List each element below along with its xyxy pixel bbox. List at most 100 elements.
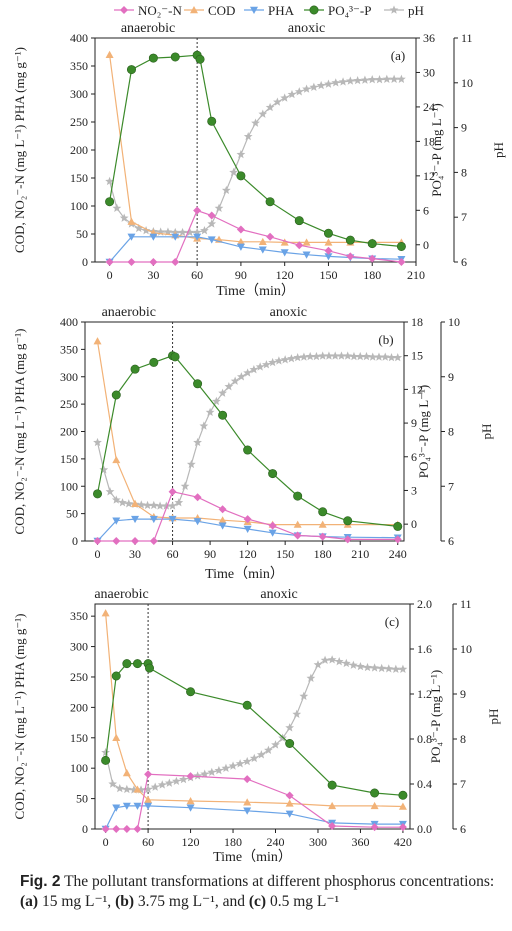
data-point-pha — [302, 251, 311, 259]
data-point-ph — [349, 351, 359, 361]
data-point-ph — [101, 747, 110, 757]
y-axis-ph-title: pH — [486, 709, 501, 725]
left-tick-label: 200 — [60, 425, 78, 439]
data-point-cod — [112, 455, 121, 464]
po4-tick-label: 9 — [411, 416, 417, 430]
data-point-ph — [280, 355, 290, 364]
series-line-ph — [109, 78, 402, 233]
data-point-ph — [249, 365, 259, 374]
data-point-ph — [293, 352, 303, 362]
data-point-ph — [265, 102, 275, 112]
data-point-pha — [122, 802, 131, 810]
po4-tick-label: 24 — [423, 100, 435, 114]
left-tick-label: 0 — [82, 822, 88, 836]
data-point-no2 — [293, 531, 302, 540]
left-tick-label: 50 — [76, 227, 88, 241]
y-axis-left-title: COD, NO₂⁻-N (mg L⁻¹) PHA (mg g⁻¹) — [12, 614, 27, 820]
ph-tick-label: 11 — [461, 31, 473, 45]
data-point-ph — [363, 662, 372, 672]
data-point-ph — [111, 495, 121, 504]
data-point-po4 — [370, 788, 380, 798]
data-point-pha — [193, 233, 202, 241]
data-point-ph — [309, 82, 319, 91]
data-point-ph — [264, 745, 273, 754]
panel-label: (a) — [391, 48, 405, 63]
plot-frame — [84, 321, 405, 542]
data-point-ph — [262, 360, 271, 369]
data-point-ph — [118, 498, 127, 507]
data-point-no2 — [112, 825, 121, 833]
data-point-po4 — [318, 507, 328, 517]
series-no2 — [93, 487, 402, 545]
left-tick-label: 100 — [60, 479, 78, 493]
data-point-no2 — [328, 821, 337, 830]
data-point-po4 — [105, 197, 115, 207]
legend-marker-pha — [250, 6, 258, 14]
data-point-cod — [101, 609, 110, 617]
data-point-no2 — [193, 206, 202, 215]
data-point-ph — [224, 382, 234, 391]
data-point-pha — [171, 233, 180, 241]
data-point-no2 — [101, 825, 110, 833]
data-point-no2 — [346, 252, 355, 261]
po4-tick-label: 1.2 — [417, 687, 432, 701]
data-point-ph — [258, 109, 268, 118]
data-point-po4 — [149, 357, 159, 367]
data-point-po4 — [207, 116, 217, 126]
data-point-cod — [127, 217, 136, 225]
po4-tick-label: 15 — [411, 349, 423, 363]
y-axis-po4-title: PO₄³⁻-P (mg L⁻¹) — [428, 670, 443, 763]
data-point-ph — [179, 774, 188, 784]
series-cod — [93, 337, 402, 528]
po4-tick-label: 1.6 — [417, 642, 432, 656]
data-point-po4 — [195, 54, 205, 64]
legend: NO₂⁻-N COD PHA PO₄³⁻-P pH — [114, 3, 424, 18]
left-tick-label: 400 — [70, 31, 88, 45]
x-axis-title: Time（min） — [205, 566, 284, 582]
data-point-ph — [174, 498, 184, 507]
data-point-ph — [93, 437, 102, 447]
data-point-ph — [237, 372, 246, 381]
data-point-pha — [186, 804, 195, 812]
left-tick-label: 250 — [60, 397, 78, 411]
data-point-ph — [242, 756, 252, 766]
data-point-ph — [180, 481, 190, 490]
data-point-ph — [136, 500, 146, 509]
data-point-ph — [398, 664, 408, 673]
series-line-pha — [109, 236, 402, 263]
data-point-ph — [161, 501, 171, 510]
x-tick-label: 180 — [314, 547, 332, 561]
data-point-no2 — [105, 258, 114, 266]
x-tick-label: 120 — [182, 835, 200, 849]
data-point-ph — [324, 351, 334, 360]
x-tick-label: 60 — [191, 268, 203, 282]
data-point-ph — [200, 769, 210, 778]
left-tick-label: 300 — [70, 640, 88, 654]
data-point-pha — [268, 529, 277, 537]
ph-tick-label: 10 — [461, 76, 473, 90]
data-point-ph — [268, 357, 278, 367]
data-point-ph — [330, 351, 340, 360]
series-line-ph — [105, 659, 403, 791]
data-point-po4 — [218, 410, 228, 420]
series-po4 — [101, 659, 408, 800]
data-point-ph — [199, 421, 209, 430]
data-point-pha — [258, 246, 267, 254]
data-point-ph — [345, 76, 355, 85]
data-point-ph — [129, 785, 139, 794]
data-point-po4 — [93, 489, 103, 499]
data-point-ph — [302, 84, 311, 93]
ph-tick-label: 9 — [448, 370, 454, 384]
left-tick-label: 250 — [70, 115, 88, 129]
data-point-cod — [144, 795, 153, 804]
x-tick-label: 210 — [407, 268, 425, 282]
data-point-ph — [377, 663, 387, 673]
x-tick-label: 30 — [147, 268, 159, 282]
left-tick-label: 200 — [70, 700, 88, 714]
x-axis-title: Time（min） — [213, 849, 292, 865]
data-point-pha — [193, 518, 202, 526]
caption-panel-c-label: (c) — [248, 893, 267, 910]
series-line-pha — [105, 805, 403, 830]
data-point-cod — [218, 516, 227, 524]
x-tick-label: 150 — [319, 268, 337, 282]
